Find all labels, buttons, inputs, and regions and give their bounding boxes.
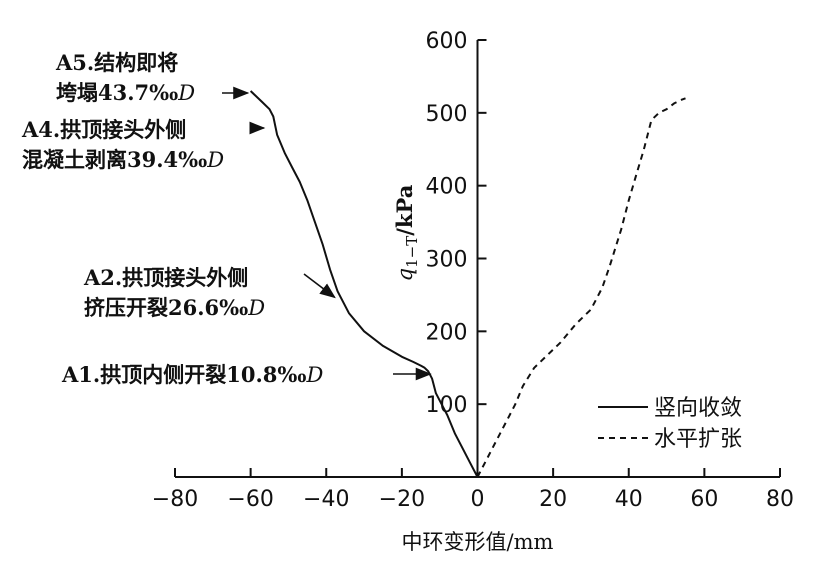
series-layer xyxy=(249,90,686,478)
annotation-text-a5: A5.结构即将 xyxy=(55,50,178,75)
y-tick-label: 500 xyxy=(426,102,468,127)
y-axis-title-subscript: 1−T xyxy=(403,236,421,268)
x-tick-label: 40 xyxy=(615,487,643,512)
annotation-text-a2: 挤压开裂26.6‰D xyxy=(84,295,265,320)
x-axis-title: 中环变形值/mm xyxy=(402,530,554,554)
x-tick-label: −40 xyxy=(303,487,349,512)
series-line-vertical-convergence xyxy=(249,90,479,478)
annotation-text-diameter-symbol: D xyxy=(305,363,323,387)
x-tick-label: 0 xyxy=(471,487,485,512)
annotation-text-diameter-symbol: D xyxy=(247,296,265,320)
x-tick-label: 80 xyxy=(766,487,794,512)
x-tick-label: 20 xyxy=(539,487,567,512)
annotation-text-a4: A4.拱顶接头外侧 xyxy=(21,117,186,142)
y-axis-title-unit: /kPa xyxy=(392,184,417,235)
annotation-text-a1: A1.拱顶内侧开裂10.8‰D xyxy=(61,362,323,387)
y-axis-title-symbol: q xyxy=(393,268,417,281)
x-tick-label: 60 xyxy=(690,487,718,512)
axes: −80 −60 −40 −20 0 20 40 60 80100200300400500600中… xyxy=(152,29,794,554)
annotation-text-a4: 混凝土剥离39.4‰D xyxy=(22,147,224,172)
annotation-text-diameter-symbol: D xyxy=(177,81,195,105)
annotation-text-main: 挤压开裂26.6‰ xyxy=(84,295,248,320)
annotation-text-a2: A2.拱顶接头外侧 xyxy=(83,265,248,290)
annotation-text-main: A1.拱顶内侧开裂10.8‰ xyxy=(61,362,306,387)
annotation-text-main: 混凝土剥离39.4‰ xyxy=(22,147,207,172)
x-tick-label: −20 xyxy=(379,487,425,512)
legend-label-horizontal-expansion: 水平扩张 xyxy=(654,427,742,452)
x-tick-label: −60 xyxy=(227,487,273,512)
y-tick-label: 200 xyxy=(426,320,468,345)
y-axis-title: q1−T/kPa xyxy=(392,184,421,281)
y-tick-label: 600 xyxy=(426,29,468,54)
annotations: A1.拱顶内侧开裂10.8‰DA2.拱顶接头外侧挤压开裂26.6‰DA4.拱顶接… xyxy=(21,50,432,387)
y-tick-label: 300 xyxy=(426,248,468,273)
annotation-text-a5: 垮塌43.7‰D xyxy=(56,80,195,105)
y-tick-label: 400 xyxy=(426,175,468,200)
legend-label-vertical-convergence: 竖向收敛 xyxy=(654,396,742,421)
annotation-text-main: 垮塌43.7‰ xyxy=(56,80,178,105)
annotation-text-diameter-symbol: D xyxy=(206,148,224,172)
annotation-arrow-a2 xyxy=(303,273,336,299)
x-tick-label: −80 xyxy=(152,487,198,512)
